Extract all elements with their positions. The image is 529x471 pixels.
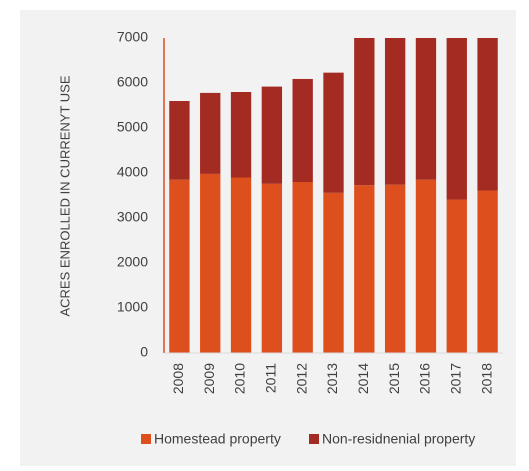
bar-segment — [323, 72, 344, 193]
bar-segment — [230, 177, 252, 353]
legend-label: Homestead property — [154, 431, 281, 447]
bar-segment — [415, 38, 437, 180]
legend-swatch — [309, 434, 319, 444]
bar-segment — [261, 183, 283, 353]
bar-segment — [169, 179, 190, 353]
y-tick-label: 1000 — [117, 299, 148, 315]
x-tick-label: 2012 — [293, 363, 309, 394]
bar-segment — [415, 179, 437, 353]
legend-label: Non-residnenial property — [322, 431, 475, 447]
y-tick-label: 0 — [140, 344, 148, 360]
bar-segment — [446, 199, 467, 353]
y-axis-label: ACRES ENROLLED IN CURRENYT USE — [57, 75, 72, 316]
x-tick-label: 2017 — [447, 363, 463, 394]
x-tick-label: 2015 — [386, 363, 402, 394]
bar-segment — [477, 38, 498, 191]
bar-segment — [292, 78, 313, 182]
bar-segment — [169, 101, 190, 180]
bar-segment — [261, 86, 283, 184]
bar-segment — [230, 92, 252, 178]
bar-segment — [354, 185, 375, 353]
bar-segment — [384, 184, 406, 353]
legend-swatch — [141, 434, 151, 444]
y-tick-label: 3000 — [117, 209, 148, 225]
bar-segment — [323, 192, 344, 353]
bar-segment — [200, 173, 221, 353]
y-tick-label: 6000 — [117, 74, 148, 90]
x-tick-label: 2016 — [417, 363, 433, 394]
bar-segment — [354, 38, 375, 186]
y-tick-label: 5000 — [117, 119, 148, 135]
x-tick-label: 2010 — [232, 363, 248, 394]
bar-segment — [200, 92, 221, 174]
x-tick-label: 2011 — [263, 363, 279, 393]
x-tick-label: 2018 — [478, 363, 494, 394]
bar-segment — [477, 190, 498, 353]
y-tick-label: 4000 — [117, 164, 148, 180]
x-tick-label: 2009 — [201, 363, 217, 394]
x-tick-label: 2014 — [355, 363, 371, 394]
y-tick-label: 2000 — [117, 254, 148, 270]
x-tick-label: 2013 — [324, 363, 340, 394]
y-tick-label: 7000 — [117, 29, 148, 45]
bar-segment — [384, 38, 406, 185]
bar-segment — [446, 38, 467, 200]
x-tick-label: 2008 — [170, 363, 186, 394]
bar-segment — [292, 182, 313, 353]
